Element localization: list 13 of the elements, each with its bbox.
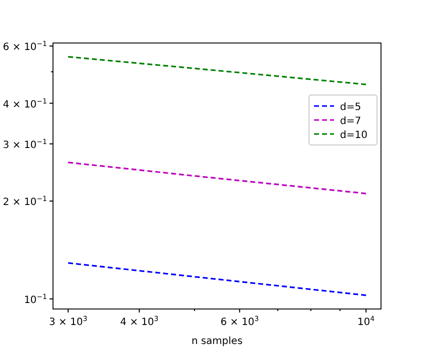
y-tick-label: 10$^{−1}$ bbox=[24, 292, 47, 306]
y-tick-label: 3 × 10$^{−1}$ bbox=[2, 138, 47, 151]
x-tick-label: 6 × 10$^{3}$ bbox=[220, 315, 259, 328]
legend-label: d=5 bbox=[340, 102, 362, 113]
x-tick-label: 3 × 10$^{3}$ bbox=[48, 315, 88, 328]
y-tick-label: 2 × 10$^{−1}$ bbox=[2, 195, 47, 208]
x-axis-title: n samples bbox=[191, 336, 243, 347]
x-tick-label: 4 × 10$^{3}$ bbox=[120, 315, 158, 328]
y-tick-label: 6 × 10$^{−1}$ bbox=[2, 40, 47, 54]
legend-label: d=7 bbox=[340, 116, 362, 127]
legend-label: d=10 bbox=[340, 130, 368, 141]
x-tick-label: 10$^{4}$ bbox=[357, 315, 376, 328]
y-tick-label: 4 × 10$^{−1}$ bbox=[2, 97, 47, 110]
